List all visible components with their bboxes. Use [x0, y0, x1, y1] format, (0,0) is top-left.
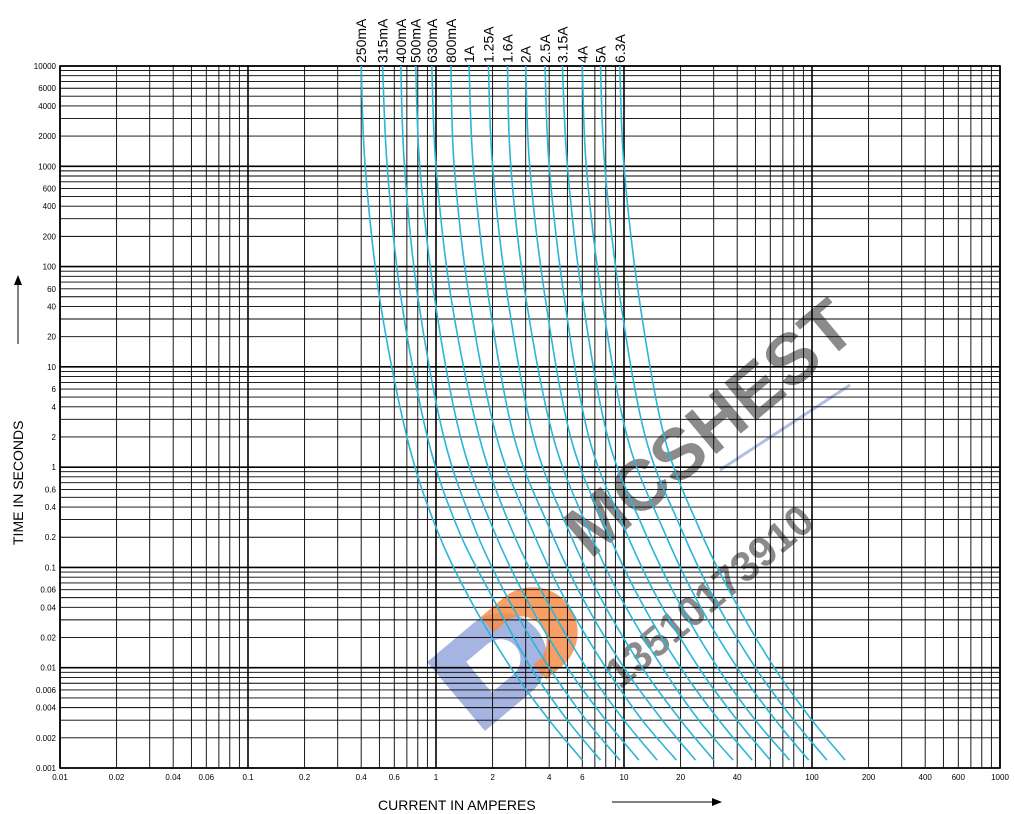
y-tick-label: 100	[43, 263, 57, 272]
x-tick-label: 100	[805, 773, 819, 782]
curve-1.25A	[487, 65, 715, 761]
y-tick-label: 0.001	[36, 764, 57, 773]
y-tick-label: 20	[47, 333, 56, 342]
y-tick-label: 0.4	[45, 503, 57, 512]
x-tick-label: 400	[919, 773, 933, 782]
curve-label-250mA: 250mA	[353, 18, 369, 63]
y-tick-label: 0.01	[40, 664, 56, 673]
y-tick-label: 0.06	[40, 586, 56, 595]
watermark-logo-orange-shape	[480, 587, 578, 680]
y-tick-label: 6	[52, 385, 57, 394]
y-tick-label: 10	[47, 363, 56, 372]
x-tick-label: 1000	[991, 773, 1009, 782]
x-tick-label: 1	[434, 773, 439, 782]
y-tick-label: 4	[52, 403, 57, 412]
y-tick-label: 600	[43, 185, 57, 194]
y-tick-label: 0.2	[45, 533, 57, 542]
x-tick-label: 600	[952, 773, 966, 782]
axis-titles: CURRENT IN AMPERES TIME IN SECONDS	[10, 275, 722, 813]
x-tick-label: 10	[620, 773, 629, 782]
x-tick-label: 0.01	[52, 773, 68, 782]
watermark-brand-text: MCSHEST	[549, 285, 870, 573]
y-axis-title: TIME IN SECONDS	[10, 421, 26, 545]
y-tick-label: 0.006	[36, 686, 57, 695]
y-tick-label: 200	[43, 232, 57, 241]
y-tick-label: 0.02	[40, 634, 56, 643]
x-tick-label: 200	[862, 773, 876, 782]
series-curves	[360, 65, 846, 761]
x-tick-label: 0.04	[165, 773, 181, 782]
curve-630mA	[431, 65, 658, 761]
curve-label-6.3A: 6.3A	[612, 34, 628, 63]
plot-frame	[59, 65, 1001, 769]
y-tick-label: 400	[43, 202, 57, 211]
x-tick-label: 40	[733, 773, 742, 782]
curve-1.6A	[506, 65, 734, 761]
x-tick-label: 0.4	[356, 773, 368, 782]
curve-label-400mA: 400mA	[393, 18, 409, 63]
curve-label-315mA: 315mA	[375, 18, 391, 63]
curve-label-1.6A: 1.6A	[500, 34, 516, 63]
x-tick-label: 0.02	[109, 773, 125, 782]
y-tick-label: 1	[52, 463, 57, 472]
curve-2A	[524, 65, 753, 761]
y-tick-label: 0.6	[45, 485, 57, 494]
curve-label-2.5A: 2.5A	[537, 34, 553, 63]
y-axis-arrow-head	[14, 275, 22, 285]
y-tick-label: 10000	[34, 62, 57, 71]
curve-2.5A	[544, 65, 771, 761]
curve-500mA	[414, 65, 640, 761]
watermark-logo	[427, 587, 578, 731]
curve-250mA	[360, 65, 583, 761]
y-tick-label: 1000	[38, 162, 56, 171]
curve-label-630mA: 630mA	[424, 18, 440, 63]
curve-800mA	[450, 65, 678, 761]
y-tick-label: 60	[47, 285, 56, 294]
y-tick-label: 6000	[38, 84, 56, 93]
x-tick-label: 20	[676, 773, 685, 782]
curve-4A	[581, 65, 810, 761]
curve-1A	[468, 65, 697, 761]
y-tick-label: 2	[52, 433, 57, 442]
curve-3.15A	[561, 65, 791, 761]
y-tick-label: 2000	[38, 132, 56, 141]
watermark-rule	[719, 383, 851, 472]
curve-5A	[599, 65, 828, 761]
x-tick-label: 6	[580, 773, 585, 782]
curve-label-4A: 4A	[574, 45, 590, 63]
y-tick-label: 0.002	[36, 734, 57, 743]
curve-400mA	[400, 65, 621, 761]
plot-grid	[59, 65, 1001, 769]
curve-label-800mA: 800mA	[443, 18, 459, 63]
x-axis-arrow-head	[712, 798, 722, 806]
curve-label-5A: 5A	[593, 45, 609, 63]
x-tick-label: 4	[547, 773, 552, 782]
curve-label-1A: 1A	[461, 45, 477, 63]
x-axis-title: CURRENT IN AMPERES	[378, 797, 536, 813]
y-tick-label: 40	[47, 303, 56, 312]
curve-label-2A: 2A	[518, 45, 534, 63]
y-tick-label: 0.04	[40, 603, 56, 612]
y-tick-label: 0.004	[36, 704, 57, 713]
x-tick-label: 0.2	[299, 773, 311, 782]
x-tick-label: 0.06	[199, 773, 215, 782]
x-tick-label: 2	[490, 773, 495, 782]
curve-label-1.25A: 1.25A	[480, 26, 496, 63]
y-tick-label: 0.1	[45, 563, 57, 572]
curve-315mA	[381, 65, 602, 761]
curve-label-500mA: 500mA	[408, 18, 424, 63]
curve-6.3A	[619, 65, 846, 761]
x-tick-label: 0.6	[389, 773, 401, 782]
y-tick-label: 4000	[38, 102, 56, 111]
x-tick-label: 0.1	[242, 773, 254, 782]
watermark-logo-inner	[466, 639, 521, 693]
curve-label-3.15A: 3.15A	[554, 26, 570, 63]
